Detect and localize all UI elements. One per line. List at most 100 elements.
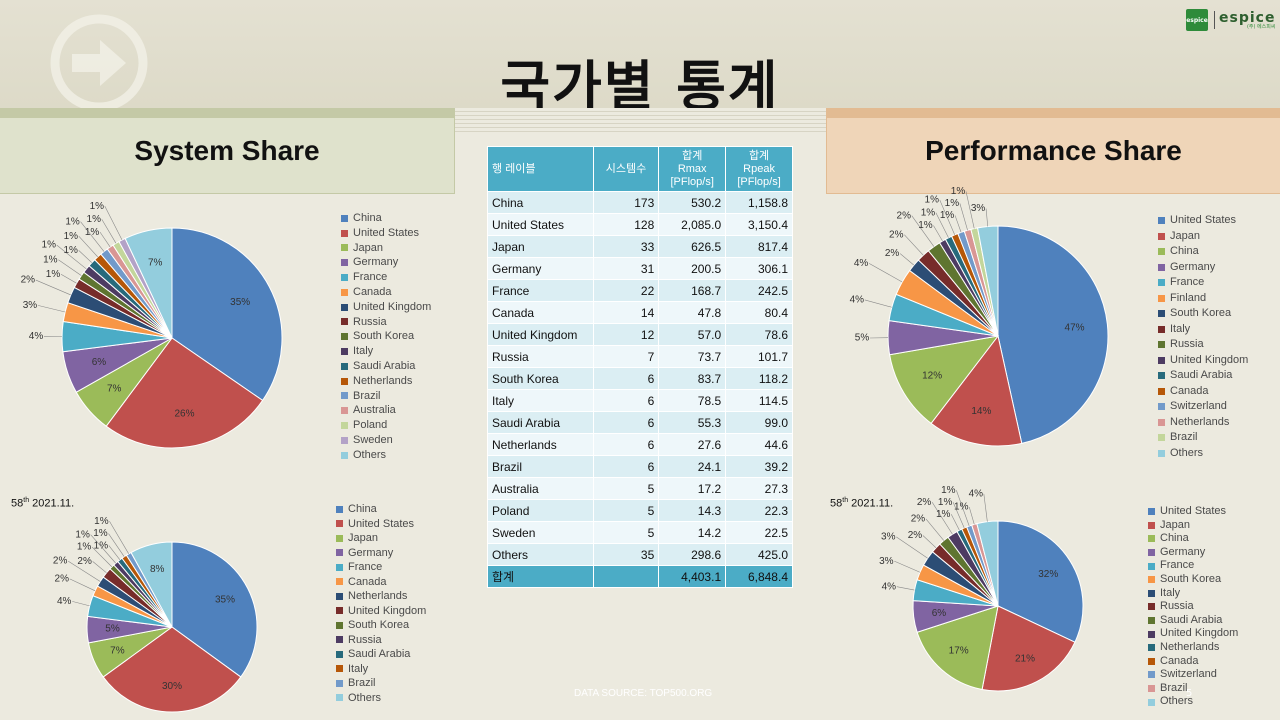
- leader-line: [899, 253, 915, 266]
- table-row: Saudi Arabia 6 55.3 99.0: [487, 411, 793, 434]
- slice-label: 2%: [21, 275, 36, 286]
- leader-line: [894, 560, 921, 573]
- cell-rpeak: 44.6: [725, 433, 793, 456]
- legend-item: United Kingdom: [1158, 353, 1248, 369]
- table-row: Italy 6 78.5 114.5: [487, 389, 793, 412]
- slice-label: 1%: [77, 542, 92, 553]
- leader-line: [108, 533, 125, 557]
- legend-label: United States: [1160, 505, 1227, 517]
- table-row: Netherlands 6 27.6 44.6: [487, 433, 793, 456]
- logo-subtitle: (주) 에스피씨: [1246, 23, 1276, 30]
- pie-slice: [102, 626, 242, 713]
- legend-item: Australia: [341, 403, 431, 418]
- legend-label: Netherlands: [1160, 640, 1220, 653]
- pivot-table: 행 레이블 시스템수 합계 Rmax [PFlop/s] 합계 Rpeak [P…: [487, 146, 793, 588]
- leader-line: [101, 219, 117, 244]
- slice-label: 3%: [881, 532, 896, 543]
- header-rpeak: 합계 Rpeak [PFlop/s]: [725, 146, 793, 192]
- legend-swatch: [336, 549, 343, 557]
- slice-label: 14%: [971, 406, 991, 417]
- leader-line: [985, 208, 989, 227]
- legend-item: China: [1158, 244, 1248, 260]
- legend-item: Netherlands: [1158, 415, 1248, 431]
- logo-divider: [1214, 11, 1215, 29]
- legend-swatch: [1158, 248, 1165, 256]
- performance-share-2021-legend: United States Japan China Germany France Sout…: [1148, 505, 1238, 709]
- legend-swatch: [341, 348, 348, 356]
- leader-line: [109, 520, 129, 554]
- legend-swatch: [1158, 232, 1165, 240]
- legend-swatch: [1158, 403, 1165, 411]
- legend-item: Sweden: [341, 433, 431, 448]
- legend-swatch: [341, 274, 348, 282]
- legend-item: Japan: [1158, 229, 1248, 245]
- cell-systems: 6: [592, 389, 660, 412]
- legend-swatch: [336, 578, 343, 586]
- pie-slice: [171, 227, 283, 402]
- legend-label: United Kingdom: [1170, 353, 1249, 366]
- legend-label: Italy: [348, 662, 369, 675]
- slice-label: 1%: [65, 216, 80, 227]
- cell-rmax: 73.7: [658, 345, 727, 368]
- cell-rpeak: 27.3: [725, 477, 793, 500]
- pie-slice: [171, 541, 258, 678]
- cell-rpeak: 22.3: [725, 499, 793, 522]
- cell-systems: 5: [592, 499, 660, 522]
- slice-label: 1%: [93, 528, 108, 539]
- legend-item: Japan: [1148, 519, 1238, 533]
- legend-swatch: [1158, 294, 1165, 302]
- slice-label: 6%: [92, 357, 107, 368]
- legend-item: China: [1148, 532, 1238, 546]
- legend-swatch: [1148, 630, 1155, 638]
- cell-systems: 35: [592, 543, 660, 566]
- pie-slice: [889, 335, 1000, 425]
- legend-label: Saudi Arabia: [353, 359, 416, 372]
- legend-swatch: [1158, 263, 1165, 271]
- cell-systems: 128: [592, 213, 660, 236]
- legend-item: France: [1158, 275, 1248, 291]
- legend-swatch: [1148, 549, 1155, 557]
- slice-label: 3%: [23, 300, 38, 311]
- legend-swatch: [1148, 535, 1155, 543]
- legend-item: Canada: [341, 285, 431, 300]
- legend-label: Saudi Arabia: [1170, 369, 1233, 381]
- table-row: China 173 530.2 1,158.8: [487, 191, 793, 214]
- cell-country: South Korea: [487, 367, 594, 390]
- performance-share-2021-pie: 32%21%17%6%4%3%3% 2%2%2%1%1%1%1%4%: [879, 485, 1084, 692]
- legend-label: Italy: [1170, 322, 1191, 335]
- legend-swatch: [1158, 418, 1165, 426]
- legend-label: Switzerland: [1160, 668, 1217, 681]
- leader-line: [58, 259, 82, 276]
- slice-label: 2%: [911, 514, 926, 525]
- leader-line: [99, 231, 111, 248]
- slice-label: 1%: [921, 207, 936, 218]
- cell-total-label: 합계: [487, 565, 594, 588]
- performance-share-header: Performance Share: [826, 108, 1280, 194]
- cell-rpeak: 306.1: [725, 257, 793, 280]
- legend-swatch: [1148, 644, 1155, 652]
- leader-line: [69, 578, 96, 592]
- slice-label: 1%: [42, 240, 57, 251]
- legend-swatch: [341, 214, 348, 222]
- legend-swatch: [336, 534, 343, 542]
- legend-item: Italy: [1148, 587, 1238, 601]
- legend-label: United Kingdom: [348, 604, 427, 617]
- leader-line: [922, 535, 937, 549]
- legend-label: Russia: [1160, 600, 1194, 613]
- cell-rmax: 17.2: [658, 477, 727, 500]
- legend-label: Japan: [353, 241, 383, 254]
- legend-item: Netherlands: [1148, 641, 1238, 655]
- legend-swatch: [341, 259, 348, 267]
- legend-label: Russia: [1170, 338, 1204, 350]
- cell-country: Poland: [487, 499, 594, 522]
- legend-label: Germany: [353, 256, 399, 269]
- legend-label: Italy: [353, 345, 374, 358]
- header-label: 행 레이블: [487, 146, 594, 192]
- legend-label: Brazil: [1160, 681, 1188, 694]
- leader-line: [933, 225, 943, 242]
- system-share-2021-pie: 35%30%7%5%4%2%2% 2%1%1%1%1%1%8%: [53, 516, 258, 713]
- cell-rpeak: 114.5: [725, 389, 793, 412]
- cell-country: China: [487, 191, 594, 214]
- logo-text: espice (주) 에스피씨: [1219, 11, 1275, 30]
- cell-rmax: 83.7: [658, 367, 727, 390]
